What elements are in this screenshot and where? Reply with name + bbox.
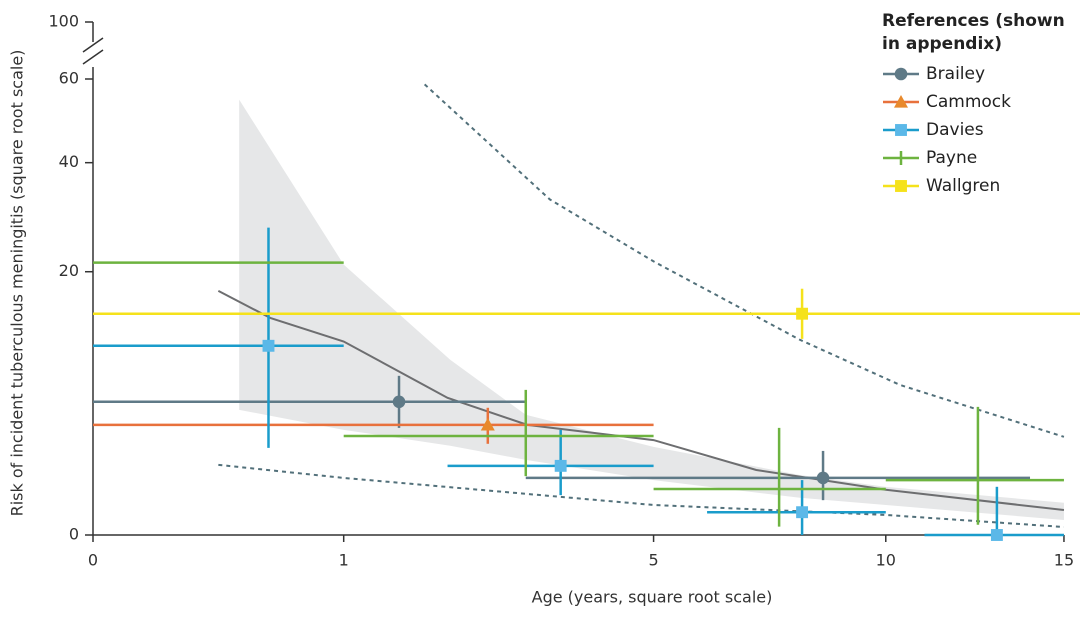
marker [816, 471, 830, 485]
marker [796, 307, 809, 320]
marker [554, 459, 567, 472]
legend-item: Brailey [882, 60, 1072, 88]
legend-swatch [883, 67, 919, 81]
legend-item: Payne [882, 144, 1072, 172]
marker [894, 95, 908, 108]
legend-swatch [883, 95, 919, 108]
legend-swatch [883, 151, 919, 165]
y-tick-label: 100 [48, 12, 79, 31]
marker [895, 124, 907, 136]
marker [894, 67, 908, 81]
legend-label: Brailey [926, 64, 986, 84]
marker [392, 395, 406, 409]
dashed-line [423, 83, 1065, 438]
marker [990, 529, 1003, 541]
dashed-line [218, 463, 1065, 528]
axis-break [82, 37, 104, 53]
marker [895, 180, 907, 192]
x-tick-label: 1 [339, 551, 349, 570]
marker [480, 417, 495, 431]
marker [262, 339, 275, 352]
confidence-band [239, 99, 1064, 520]
legend-label: Payne [926, 148, 978, 168]
axis-break [82, 49, 104, 65]
x-tick-label: 10 [876, 551, 896, 570]
x-tick-label: 0 [88, 551, 98, 570]
x-tick-label: 15 [1054, 551, 1074, 570]
legend-title: References (shown in appendix) [882, 11, 1065, 54]
legend: References (shown in appendix) Brailey Ca… [882, 10, 1072, 200]
legend-swatch [883, 180, 919, 192]
legend-item: Davies [882, 116, 1072, 144]
legend-label: Cammock [926, 92, 1011, 112]
x-axis-label: Age (years, square root scale) [532, 588, 773, 607]
y-tick-label: 60 [59, 69, 79, 88]
legend-label: Wallgren [926, 176, 1001, 196]
y-tick-label: 40 [59, 152, 79, 171]
x-tick-label: 5 [648, 551, 658, 570]
marker [796, 506, 809, 519]
legend-item: Wallgren [882, 172, 1072, 200]
legend-swatch [883, 124, 919, 136]
legend-item: Cammock [882, 88, 1072, 116]
y-tick-label: 0 [69, 525, 79, 544]
legend-label: Davies [926, 120, 984, 140]
y-axis-label: Risk of incident tuberculous meningitis … [8, 50, 27, 517]
y-tick-label: 20 [59, 261, 79, 280]
